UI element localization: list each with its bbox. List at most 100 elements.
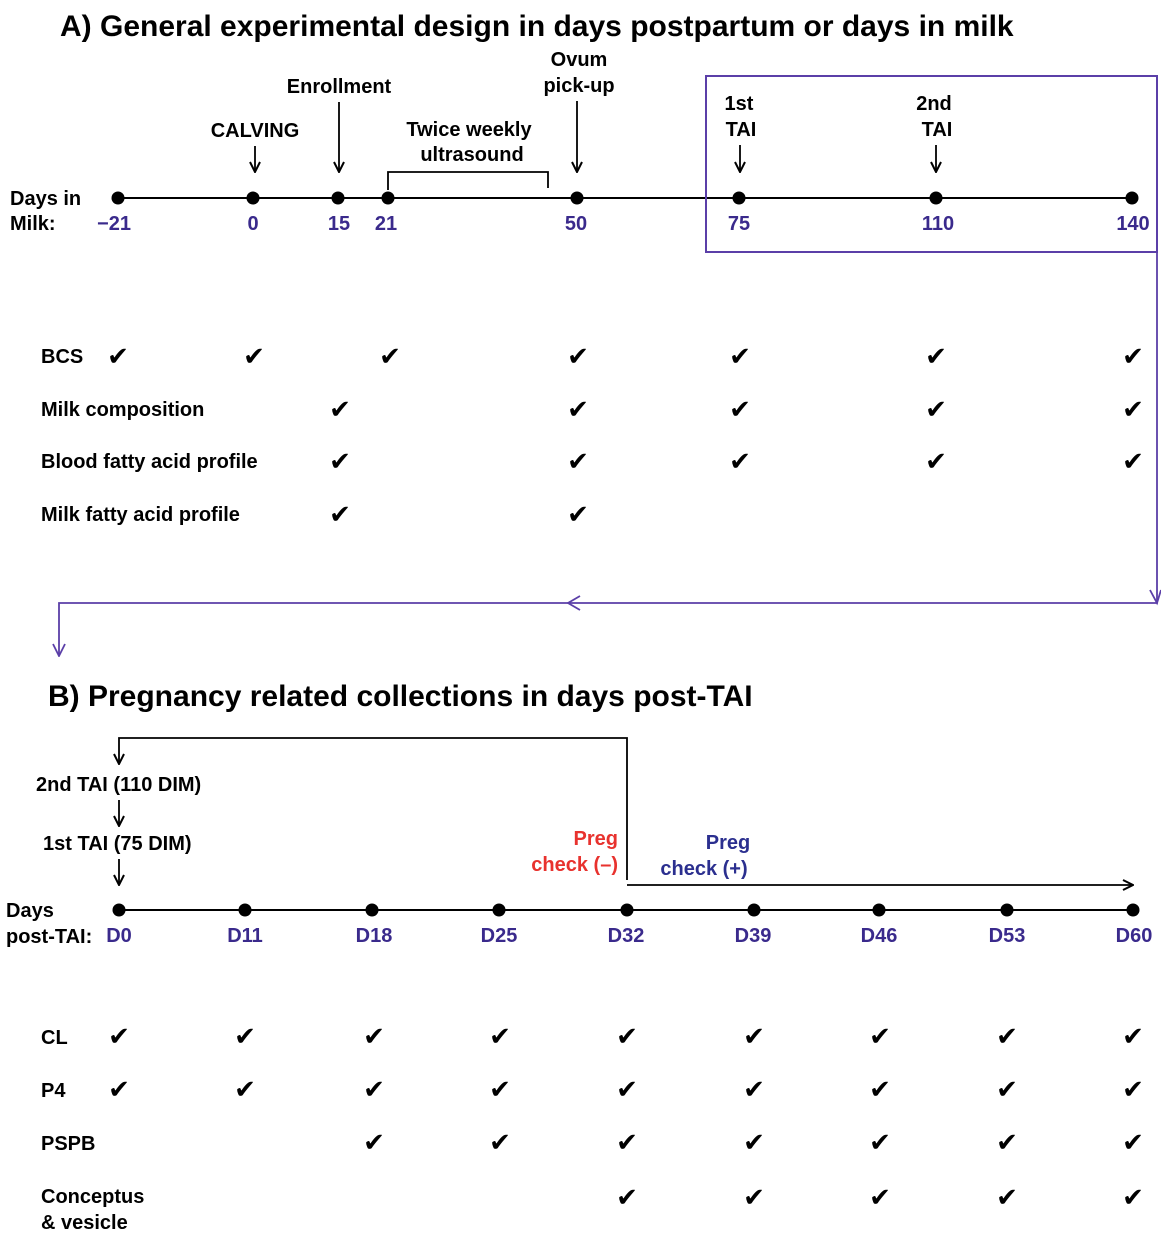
tai1-label-line1: 1st xyxy=(725,93,754,115)
checkmark-icon: ✔ xyxy=(743,1127,765,1157)
day-label-a: 21 xyxy=(375,213,397,235)
section-b-measures: CL ✔ ✔ ✔ ✔ ✔ ✔ ✔ ✔ ✔ P4 ✔ ✔ ✔ ✔ ✔ ✔ ✔ ✔ ✔ PSPB ✔ ✔ ✔ ✔ ✔ ✔ ✔ Concept… xyxy=(41,1021,1144,1233)
checkmark-icon: ✔ xyxy=(743,1021,765,1051)
tai2-label-line1: 2nd xyxy=(916,93,952,115)
day-label-b: D18 xyxy=(356,925,393,947)
section-a-title: A) General experimental design in days p… xyxy=(60,10,1014,43)
preg-check-negative-line2: check (–) xyxy=(531,854,618,876)
checkmark-icon: ✔ xyxy=(489,1021,511,1051)
day-label-b: D60 xyxy=(1116,925,1153,947)
day-marker-a-4 xyxy=(570,191,584,205)
checkmark-icon: ✔ xyxy=(869,1182,891,1212)
measure-label-b: & vesicle xyxy=(41,1212,128,1233)
measure-label-b: PSPB xyxy=(41,1133,95,1155)
checkmark-icon: ✔ xyxy=(729,446,751,476)
day-label-b: D25 xyxy=(481,925,518,947)
measure-label-b: Conceptus xyxy=(41,1186,144,1208)
checkmark-icon: ✔ xyxy=(616,1127,638,1157)
checkmark-icon: ✔ xyxy=(869,1021,891,1051)
day-marker-b-0 xyxy=(112,903,126,917)
re-breeding-loop xyxy=(119,737,628,880)
checkmark-icon: ✔ xyxy=(489,1074,511,1104)
enrollment-label: Enrollment xyxy=(287,76,392,98)
checkmark-icon: ✔ xyxy=(743,1074,765,1104)
preg-check-negative-line1: Preg xyxy=(574,828,618,850)
day-label-b: D46 xyxy=(861,925,898,947)
checkmark-icon: ✔ xyxy=(107,341,129,371)
measure-label-a: Milk composition xyxy=(41,399,204,421)
checkmark-icon: ✔ xyxy=(379,341,401,371)
measure-label-a: BCS xyxy=(41,346,83,368)
day-label-b: D53 xyxy=(989,925,1026,947)
checkmark-icon: ✔ xyxy=(1122,1074,1144,1104)
section-a-measures: BCS ✔ ✔ ✔ ✔ ✔ ✔ ✔ Milk composition ✔ ✔ ✔ ✔ ✔ Blood fat… xyxy=(41,341,1144,529)
section-a-axis-label-line2: Milk: xyxy=(10,213,56,235)
day-marker-a-0 xyxy=(111,191,125,205)
section-a-axis-label-line1: Days in xyxy=(10,188,81,210)
tai1-b-label: 1st TAI (75 DIM) xyxy=(43,833,192,855)
checkmark-icon: ✔ xyxy=(996,1182,1018,1212)
measure-label-a: Milk fatty acid profile xyxy=(41,504,240,526)
checkmark-icon: ✔ xyxy=(108,1074,130,1104)
checkmark-icon: ✔ xyxy=(567,446,589,476)
checkmark-icon: ✔ xyxy=(567,341,589,371)
measure-label-b: P4 xyxy=(41,1080,66,1102)
day-marker-a-6 xyxy=(929,191,943,205)
checkmark-icon: ✔ xyxy=(329,499,351,529)
day-marker-b-1 xyxy=(238,903,252,917)
section-b-axis-label-line2: post-TAI: xyxy=(6,926,92,948)
day-label-a: 110 xyxy=(922,213,954,235)
day-marker-a-5 xyxy=(732,191,746,205)
checkmark-icon: ✔ xyxy=(869,1127,891,1157)
section-b-day-markers xyxy=(112,903,1140,917)
day-marker-b-3 xyxy=(492,903,506,917)
tai2-b-label: 2nd TAI (110 DIM) xyxy=(36,774,201,796)
day-marker-a-3 xyxy=(381,191,395,205)
day-label-b: D32 xyxy=(608,925,645,947)
checkmark-icon: ✔ xyxy=(925,341,947,371)
section-b-axis-label-line1: Days xyxy=(6,900,54,922)
section-b-title: B) Pregnancy related collections in days… xyxy=(48,680,753,713)
day-marker-a-2 xyxy=(331,191,345,205)
calving-label: CALVING xyxy=(211,120,300,142)
measure-label-a: Blood fatty acid profile xyxy=(41,451,258,473)
preg-check-positive-line1: Preg xyxy=(706,832,750,854)
checkmark-icon: ✔ xyxy=(996,1074,1018,1104)
day-label-a: 0 xyxy=(247,213,258,235)
day-marker-b-8 xyxy=(1126,903,1140,917)
section-connector-mid-arrow xyxy=(566,595,581,611)
day-marker-b-7 xyxy=(1000,903,1014,917)
day-label-a: 75 xyxy=(728,213,750,235)
checkmark-icon: ✔ xyxy=(108,1021,130,1051)
section-b-day-labels: D0 D11 D18 D25 D32 D39 D46 D53 D60 xyxy=(106,925,1152,947)
checkmark-icon: ✔ xyxy=(996,1021,1018,1051)
checkmark-icon: ✔ xyxy=(234,1074,256,1104)
day-label-a: −21 xyxy=(97,213,131,235)
checkmark-icon: ✔ xyxy=(1122,446,1144,476)
checkmark-icon: ✔ xyxy=(1122,1021,1144,1051)
ovum-pickup-label-line1: Ovum xyxy=(551,49,608,71)
day-marker-b-2 xyxy=(365,903,379,917)
checkmark-icon: ✔ xyxy=(616,1074,638,1104)
ultrasound-label-line1: Twice weekly xyxy=(406,119,532,141)
checkmark-icon: ✔ xyxy=(329,446,351,476)
day-marker-b-5 xyxy=(747,903,761,917)
preg-check-positive-line2: check (+) xyxy=(660,858,747,880)
checkmark-icon: ✔ xyxy=(1122,1127,1144,1157)
checkmark-icon: ✔ xyxy=(1122,341,1144,371)
section-a-day-markers xyxy=(111,191,1139,205)
day-marker-b-4 xyxy=(620,903,634,917)
checkmark-icon: ✔ xyxy=(616,1182,638,1212)
checkmark-icon: ✔ xyxy=(1122,394,1144,424)
checkmark-icon: ✔ xyxy=(234,1021,256,1051)
checkmark-icon: ✔ xyxy=(567,499,589,529)
checkmark-icon: ✔ xyxy=(925,394,947,424)
section-a-day-labels: −21 0 15 21 50 75 110 140 xyxy=(97,213,1150,235)
measure-label-b: CL xyxy=(41,1027,68,1049)
day-marker-a-1 xyxy=(246,191,260,205)
section-connector xyxy=(59,252,1158,656)
section-connector-corner-arrow xyxy=(1149,589,1161,606)
tai1-label-line2: TAI xyxy=(726,119,757,141)
checkmark-icon: ✔ xyxy=(729,394,751,424)
day-label-b: D0 xyxy=(106,925,132,947)
